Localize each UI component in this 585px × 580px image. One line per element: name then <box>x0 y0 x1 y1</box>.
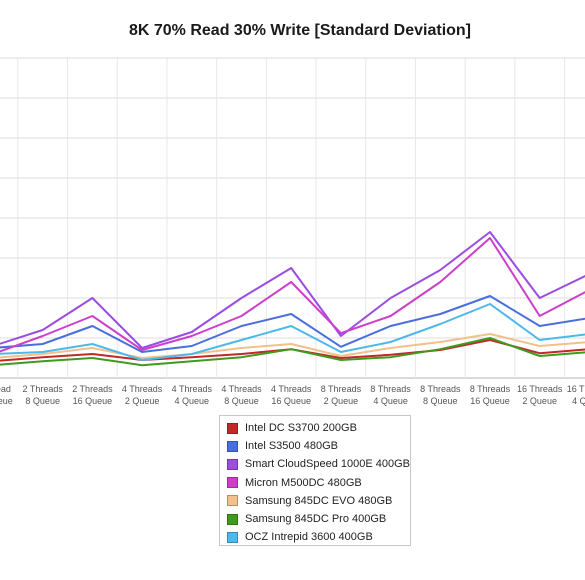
x-tick-label: 8 Threads <box>321 384 362 394</box>
x-tick-label: 8 Queue <box>423 396 458 406</box>
x-tick-label: 16 Queue <box>0 396 13 406</box>
series-line <box>0 333 585 359</box>
x-tick-label: 16 Queue <box>271 396 311 406</box>
legend-label: Intel DC S3700 200GB <box>245 422 357 435</box>
legend-item: Samsung 845DC EVO 480GB <box>227 492 410 510</box>
legend-swatch <box>227 440 238 452</box>
x-tick-label: 4 Queue <box>373 396 408 406</box>
legend-item: Intel S3500 480GB <box>227 437 410 455</box>
legend-item: Smart CloudSpeed 1000E 400GB <box>227 455 410 473</box>
x-tick-label: 4 Queue <box>175 396 210 406</box>
legend-swatch <box>227 513 238 525</box>
x-tick-label: 4 Threads <box>271 384 312 394</box>
legend-label: Samsung 845DC Pro 400GB <box>245 513 387 526</box>
legend-swatch <box>227 531 238 543</box>
x-tick-label: 8 Queue <box>224 396 259 406</box>
x-tick-label: 4 Threads <box>221 384 262 394</box>
chart-gridlines <box>0 57 585 379</box>
x-tick-label: 16 Threads <box>567 384 585 394</box>
legend-item: Samsung 845DC Pro 400GB <box>227 510 410 528</box>
x-tick-label: 16 Queue <box>73 396 113 406</box>
line-chart: 8K 70% Read 30% Write [Standard Deviatio… <box>0 22 585 406</box>
x-tick-label: 2 Queue <box>522 396 557 406</box>
series-lines <box>0 231 585 367</box>
legend-label: OCZ Intrepid 3600 400GB <box>245 531 373 544</box>
series-line <box>0 337 585 367</box>
x-tick-label: 1 Thread <box>0 384 11 394</box>
x-tick-label: 8 Threads <box>420 384 461 394</box>
legend-swatch <box>227 495 238 507</box>
x-tick-label: 8 Threads <box>470 384 511 394</box>
series-line <box>0 295 585 353</box>
legend-swatch <box>227 477 238 489</box>
x-tick-label: 2 Queue <box>324 396 359 406</box>
legend-label: Smart CloudSpeed 1000E 400GB <box>244 458 410 471</box>
legend-label: Micron M500DC 480GB <box>245 476 362 489</box>
series-line <box>0 303 585 361</box>
x-axis-tick-labels: 1 Thread 16 Queue 2 Threads 8 Queue 2 Thread… <box>0 384 585 406</box>
x-tick-label: 4 Threads <box>122 384 163 394</box>
legend-label: Samsung 845DC EVO 480GB <box>245 494 393 507</box>
x-tick-label: 2 Queue <box>125 396 160 406</box>
chart-legend: Intel DC S3700 200GB Intel S3500 480GB Sma… <box>219 415 411 546</box>
x-tick-label: 4 Queue <box>572 396 585 406</box>
x-tick-label: 2 Threads <box>23 384 64 394</box>
legend-swatch <box>227 458 238 470</box>
x-tick-label: 2 Threads <box>72 384 113 394</box>
x-tick-label: 4 Threads <box>172 384 213 394</box>
legend-item: OCZ Intrepid 3600 400GB <box>227 528 410 546</box>
x-tick-label: 8 Threads <box>370 384 411 394</box>
x-tick-label: 16 Queue <box>470 396 510 406</box>
x-tick-label: 8 Queue <box>25 396 60 406</box>
legend-label: Intel S3500 480GB <box>245 440 338 453</box>
series-line <box>0 231 585 349</box>
legend-item: Intel DC S3700 200GB <box>227 419 410 437</box>
x-tick-label: 16 Threads <box>517 384 563 394</box>
legend-item: Micron M500DC 480GB <box>227 474 410 492</box>
series-line <box>0 237 585 353</box>
legend-swatch <box>227 422 238 434</box>
chart-title: 8K 70% Read 30% Write [Standard Deviatio… <box>129 22 471 39</box>
